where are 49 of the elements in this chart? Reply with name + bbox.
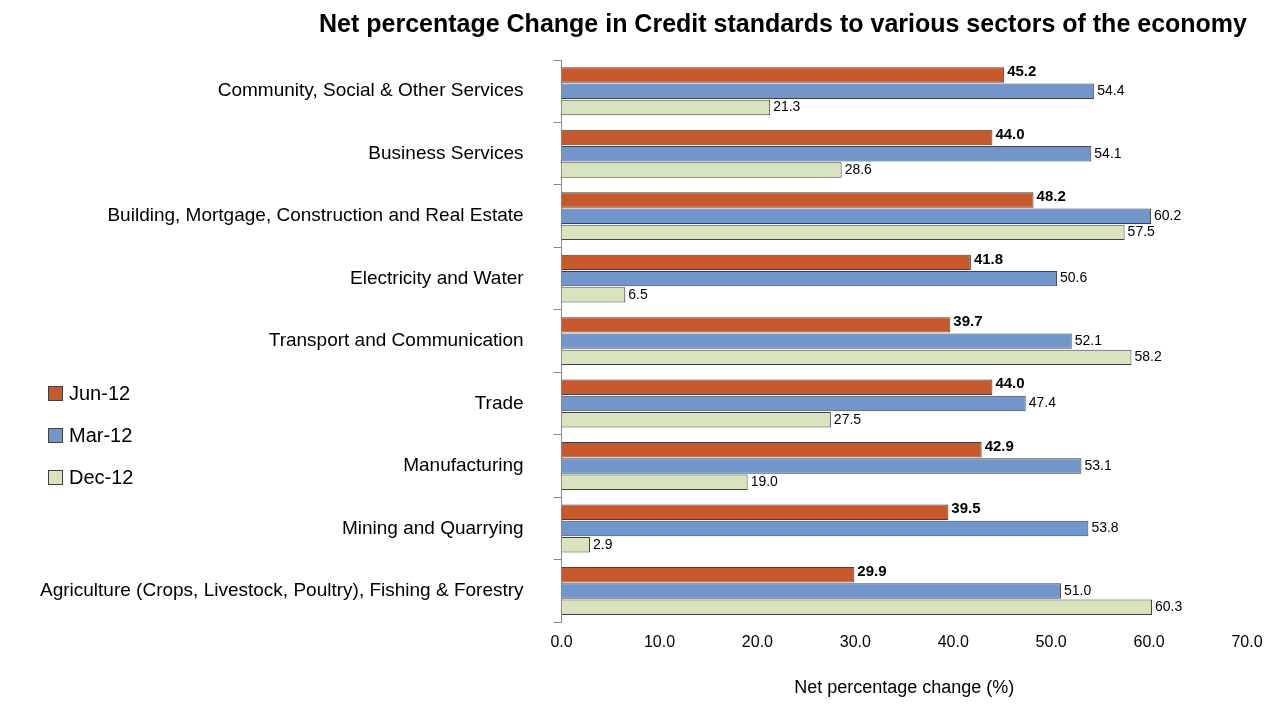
data-label: 42.9 xyxy=(984,436,1014,454)
data-label: 19.0 xyxy=(750,473,779,490)
x-tick-label: 0.0 xyxy=(550,633,573,651)
data-label: 54.4 xyxy=(1097,82,1125,99)
data-label: 39.5 xyxy=(951,499,981,517)
x-axis-title: Net percentage change (%) xyxy=(794,677,1015,698)
y-tick-label: Trade xyxy=(474,391,524,413)
x-tick-label: 30.0 xyxy=(839,633,872,651)
y-tick-label: Community, Social & Other Services xyxy=(217,79,524,101)
data-label: 54.1 xyxy=(1094,144,1122,161)
data-label: 41.8 xyxy=(973,249,1004,267)
data-label: 57.5 xyxy=(1127,223,1156,240)
y-tick-label: Electricity and Water xyxy=(350,266,525,288)
data-label: 28.6 xyxy=(844,160,873,177)
data-label: 39.7 xyxy=(953,312,983,329)
y-tick-label: Transport and Communication xyxy=(268,329,524,351)
data-label: 2.9 xyxy=(592,535,613,552)
data-label: 29.9 xyxy=(857,561,887,579)
data-label: 50.6 xyxy=(1060,269,1088,286)
data-label: 45.2 xyxy=(1007,62,1037,80)
data-label: 51.0 xyxy=(1063,581,1092,598)
y-tick-label: Building, Mortgage, Construction and Real Estate xyxy=(107,204,524,226)
x-tick-label: 60.0 xyxy=(1133,633,1165,651)
y-tick-label: Mining and Quarrying xyxy=(341,516,524,538)
x-tick-label: 50.0 xyxy=(1035,633,1067,651)
data-label: 44.0 xyxy=(995,374,1025,392)
y-tick-label: Business Services xyxy=(368,141,524,163)
data-label: 47.4 xyxy=(1028,394,1057,411)
x-tick-label: 40.0 xyxy=(937,633,969,651)
data-label: 53.8 xyxy=(1091,519,1119,536)
x-tick-label: 70.0 xyxy=(1231,633,1263,651)
data-label: 44.0 xyxy=(995,124,1025,142)
data-label: 53.1 xyxy=(1084,456,1112,473)
data-label: 52.1 xyxy=(1074,331,1103,348)
legend-label: Mar-12 xyxy=(69,423,133,447)
data-label: 60.2 xyxy=(1154,207,1182,224)
y-tick-label: Agriculture (Crops, Livestock, Poultry), Fishing & Forestry xyxy=(40,579,525,601)
legend-label: Dec-12 xyxy=(69,465,134,489)
data-label: 48.2 xyxy=(1036,187,1066,205)
x-tick-label: 20.0 xyxy=(741,633,774,651)
legend-label: Jun-12 xyxy=(69,381,131,405)
x-tick-label: 10.0 xyxy=(643,633,676,651)
data-label: 58.2 xyxy=(1134,348,1162,365)
chart-title: Net percentage Change in Credit standards to various sectors of the economy xyxy=(319,8,1248,37)
data-label: 21.3 xyxy=(773,98,801,115)
data-label: 6.5 xyxy=(628,285,648,302)
data-label: 27.5 xyxy=(833,410,862,427)
y-tick-label: Manufacturing xyxy=(403,454,524,476)
data-label: 60.3 xyxy=(1155,598,1183,615)
